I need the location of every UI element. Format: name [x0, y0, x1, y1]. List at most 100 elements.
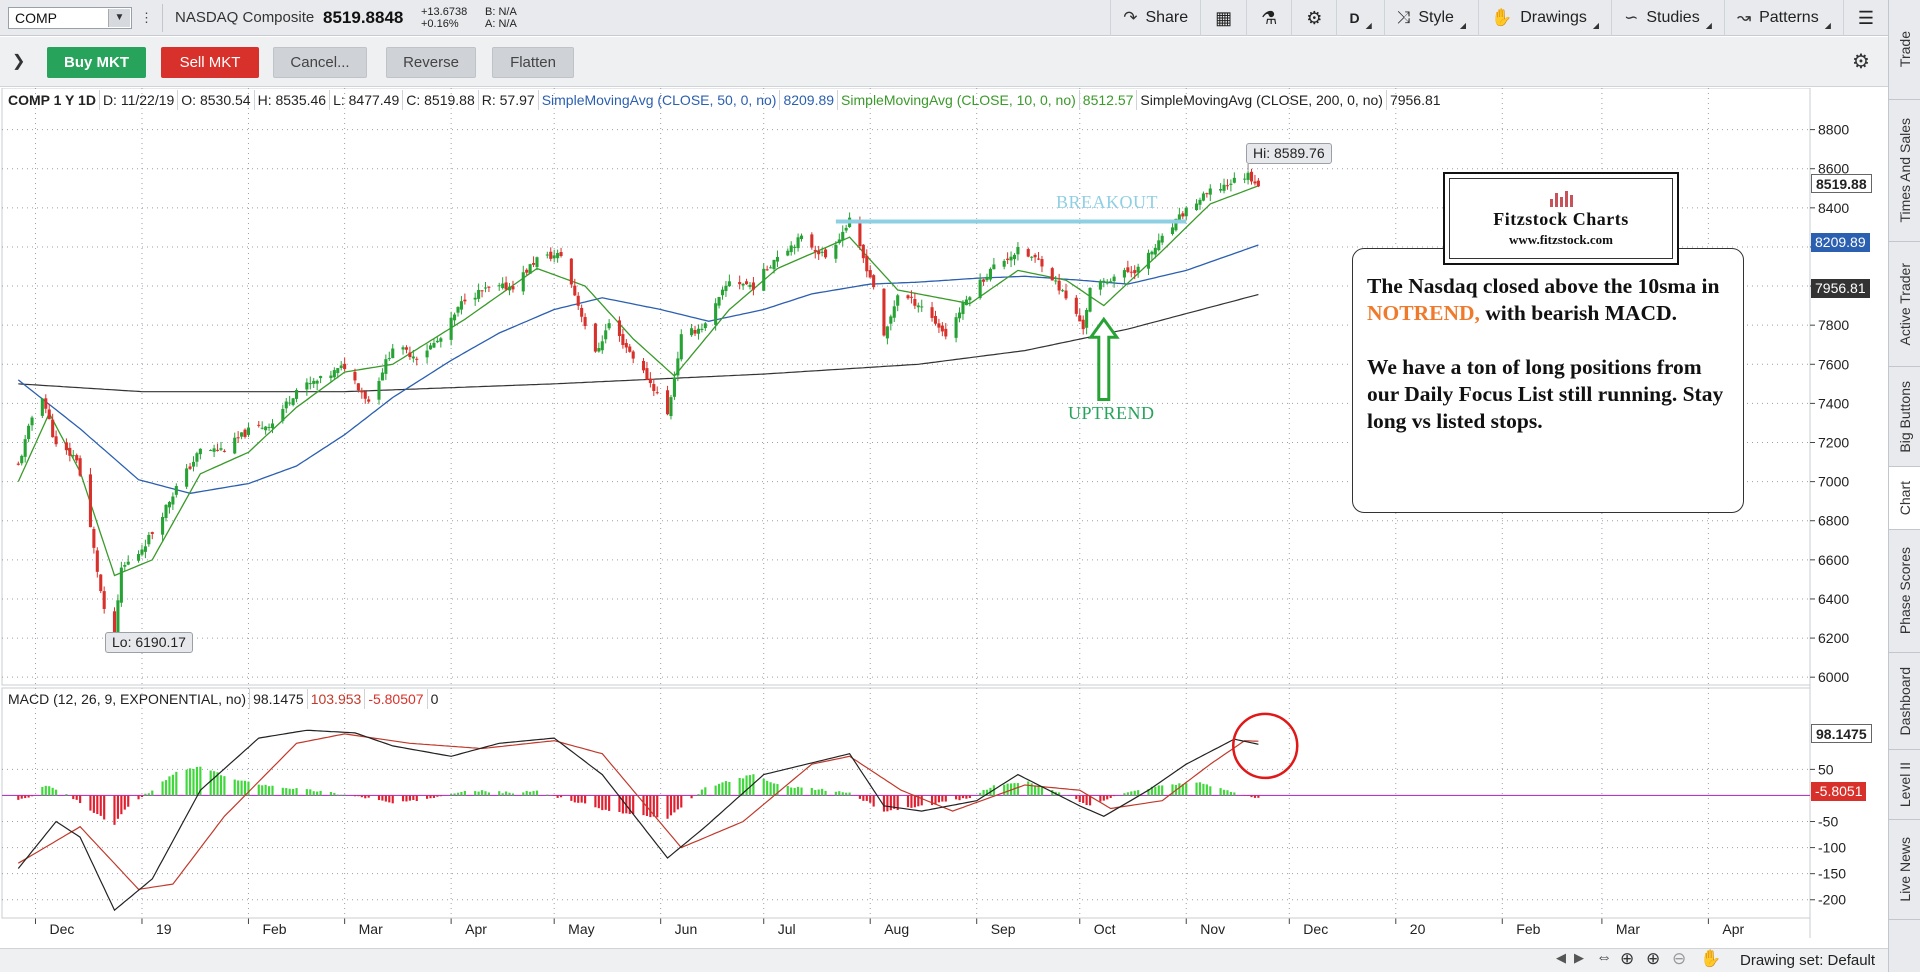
candle-body: [868, 270, 872, 278]
candle-body: [295, 390, 299, 399]
tab-label: Dashboard: [1897, 666, 1913, 736]
settings-button[interactable]: ⚙: [1291, 0, 1336, 36]
sma50-label[interactable]: SimpleMovingAvg (CLOSE, 50, 0, no): [539, 90, 781, 110]
period-button[interactable]: D ◢: [1336, 0, 1383, 36]
candle-body: [954, 317, 958, 338]
notrend-highlight: NOTREND,: [1367, 301, 1480, 325]
tab-phase-scores[interactable]: Phase Scores: [1889, 530, 1920, 653]
candle-body: [119, 567, 123, 603]
corner-icon: ◢: [1365, 21, 1372, 30]
sma10-label[interactable]: SimpleMovingAvg (CLOSE, 10, 0, no): [838, 90, 1080, 110]
candle-body: [411, 356, 415, 359]
candle-body: [909, 296, 913, 298]
macd-histogram: [2, 766, 1810, 825]
chart-area[interactable]: 6000 6200 6400 6600 6800 7000 7200 7400 7600 7800…: [0, 88, 1888, 972]
menu-button[interactable]: ☰: [1842, 0, 1888, 36]
sma200-price-label: 7956.81: [1811, 279, 1870, 298]
tab-label: Level II: [1897, 761, 1913, 808]
zoom-fit-icon[interactable]: ⇔: [1596, 949, 1612, 966]
sell-market-button[interactable]: Sell MKT: [161, 47, 259, 78]
candle-body: [738, 282, 742, 285]
tab-chart[interactable]: Chart: [1889, 467, 1920, 530]
candle-body: [1184, 207, 1188, 217]
tab-label: Active Trader: [1897, 262, 1913, 346]
candle-body: [844, 227, 848, 231]
candle-body: [690, 328, 694, 336]
candle-body: [312, 380, 316, 384]
candle-body: [319, 376, 323, 379]
logo-url: www.fitzstock.com: [1509, 232, 1613, 247]
chevron-down-icon[interactable]: ▼: [108, 8, 130, 27]
candle-body: [343, 363, 347, 370]
candle-body: [391, 348, 395, 359]
candle-body: [1153, 247, 1157, 255]
zoom-in-icon[interactable]: ⊕: [1646, 949, 1661, 968]
tab-trade[interactable]: Trade: [1889, 0, 1920, 100]
flask-button[interactable]: ⚗: [1246, 0, 1291, 36]
sma200-label[interactable]: SimpleMovingAvg (CLOSE, 200, 0, no): [1137, 90, 1387, 110]
studies-button[interactable]: ∽ Studies ◢: [1611, 0, 1724, 36]
candle-body: [1009, 256, 1013, 261]
link-icon[interactable]: ⋮: [140, 9, 153, 25]
candle-body: [858, 220, 862, 247]
candle-body: [284, 401, 288, 409]
candle-body: [916, 305, 920, 308]
gear-icon[interactable]: ⚙: [1852, 51, 1870, 73]
candle-body: [339, 365, 343, 369]
macd-diff: -5.80507: [365, 689, 428, 709]
corner-icon: ◢: [1705, 21, 1712, 30]
candle-body: [1198, 199, 1202, 205]
candle-body: [453, 314, 457, 321]
expand-icon[interactable]: ❯: [12, 53, 26, 70]
tab-active-trader[interactable]: Active Trader: [1889, 242, 1920, 367]
candle-body: [185, 468, 189, 487]
tab-live-news[interactable]: Live News: [1889, 820, 1920, 920]
patterns-button[interactable]: ↝ Patterns ◢: [1723, 0, 1843, 36]
candle-body: [865, 255, 869, 272]
scroll-left-icon[interactable]: ◀: [1556, 950, 1566, 965]
tab-level-ii[interactable]: Level II: [1889, 750, 1920, 820]
symbol-selector[interactable]: COMP ▼: [8, 6, 132, 29]
scroll-right-icon[interactable]: ▶: [1574, 950, 1584, 965]
chart-svg[interactable]: 6000 6200 6400 6600 6800 7000 7200 7400 7600 7800…: [0, 88, 1888, 972]
indicator-lines: [17, 185, 1259, 912]
cancel-button[interactable]: Cancel...: [273, 47, 367, 78]
macd-tick-label: -50: [1818, 814, 1838, 830]
drawings-button[interactable]: ✋ Drawings ◢: [1478, 0, 1611, 36]
candle-body: [497, 285, 501, 287]
pan-hand-icon[interactable]: ✋: [1700, 949, 1722, 968]
candle-body: [1208, 188, 1212, 195]
tab-big-buttons[interactable]: Big Buttons: [1889, 367, 1920, 467]
zoom-out-icon[interactable]: ⊖: [1672, 949, 1687, 968]
price-tick-label: 6400: [1818, 591, 1849, 607]
candle-body: [775, 256, 780, 262]
calendar-button[interactable]: ▦: [1200, 0, 1246, 36]
tab-times-and-sales[interactable]: Times And Sales: [1889, 100, 1920, 242]
candle-body: [769, 267, 773, 269]
candle-body: [913, 299, 917, 306]
candle-body: [23, 439, 27, 457]
drawing-set-label[interactable]: Drawing set: Default: [1740, 952, 1876, 969]
reverse-button[interactable]: Reverse: [386, 47, 476, 78]
candle-body: [817, 250, 821, 255]
candle-body: [1081, 319, 1085, 330]
macd-avg-line: [17, 733, 1259, 890]
share-button[interactable]: ↷ Share: [1110, 0, 1200, 36]
bar-range: R: 57.97: [479, 90, 539, 110]
tab-dashboard[interactable]: Dashboard: [1889, 653, 1920, 750]
candle-body: [665, 390, 670, 415]
candle-body: [215, 449, 220, 451]
candle-body: [367, 399, 371, 402]
candle-body: [477, 289, 481, 299]
candle-body: [920, 306, 924, 308]
candle-body: [1026, 249, 1030, 257]
last-price: 8519.8848: [323, 7, 404, 27]
crosshair-icon[interactable]: ⊕: [1620, 949, 1635, 968]
buy-market-button[interactable]: Buy MKT: [47, 47, 146, 78]
style-button[interactable]: ⤨ Style ◢: [1383, 0, 1478, 36]
flatten-button[interactable]: Flatten: [492, 47, 574, 78]
candle-body: [143, 546, 147, 552]
macd-label[interactable]: MACD (12, 26, 9, EXPONENTIAL, no): [0, 689, 251, 709]
candle-body: [569, 258, 573, 285]
candle-body: [786, 250, 790, 256]
